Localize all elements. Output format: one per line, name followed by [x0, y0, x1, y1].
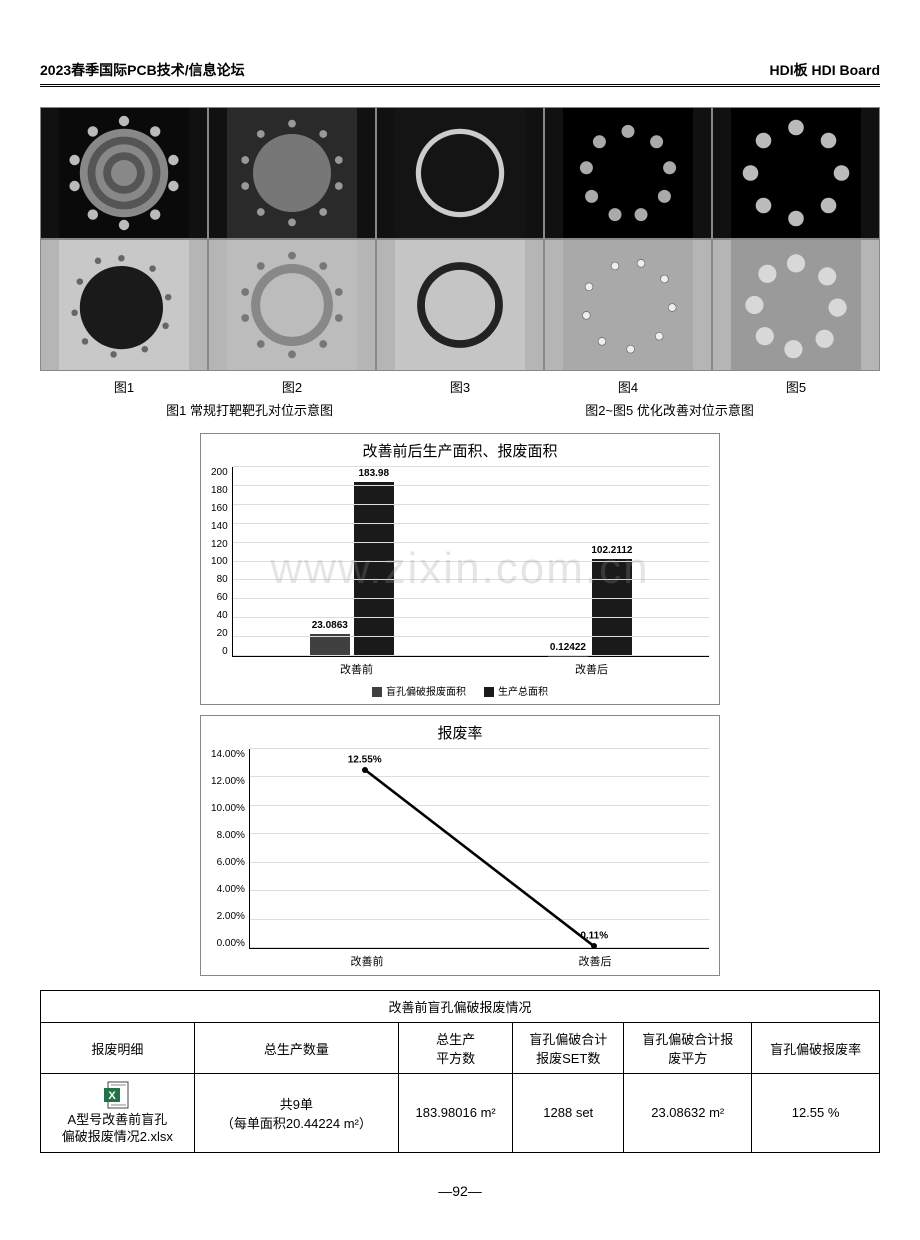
figure-5-top: [713, 108, 879, 238]
figure-captions: 图1 常规打靶靶孔对位示意图 图2~图5 优化改善对位示意图: [40, 400, 880, 419]
bar-chart-title: 改善前后生产面积、报废面积: [211, 440, 709, 461]
figure-grid: [40, 107, 880, 371]
table-caption: 改善前盲孔偏破报废情况: [41, 991, 880, 1023]
figure-label-3: 图3: [376, 377, 544, 396]
cell-scrap-set: 1288 set: [513, 1074, 624, 1153]
page-header: 2023春季国际PCB技术/信息论坛 HDI板 HDI Board: [40, 60, 880, 87]
line-plot-area: 12.55%0.11%: [249, 749, 709, 949]
excel-file-icon: X: [104, 1080, 130, 1110]
caption-left: 图1 常规打靶靶孔对位示意图: [166, 400, 333, 419]
cell-scrap-rate: 12.55 %: [752, 1074, 880, 1153]
figure-5-bottom: [713, 240, 879, 370]
cell-total-area: 183.98016 m²: [399, 1074, 513, 1153]
figure-1-bottom: [41, 240, 207, 370]
col-4: 盲孔偏破合计报 废平方: [624, 1023, 752, 1074]
figure-label-5: 图5: [712, 377, 880, 396]
bar-legend: 盲孔偏破报废面积 生产总面积: [211, 683, 709, 698]
figure-4-top: [545, 108, 711, 238]
table-header-row: 报废明细 总生产数量 总生产 平方数 盲孔偏破合计 报废SET数 盲孔偏破合计报…: [41, 1023, 880, 1074]
bar-chart: 改善前后生产面积、报废面积 20018016014012010080604020…: [200, 433, 720, 705]
line-cat-1: 改善后: [481, 949, 709, 969]
col-0: 报废明细: [41, 1023, 195, 1074]
figure-1-top: [41, 108, 207, 238]
cell-file: X A型号改善前盲孔 偏破报废情况2.xlsx: [41, 1074, 195, 1153]
legend-item-1: 生产总面积: [484, 683, 548, 698]
col-1: 总生产数量: [194, 1023, 398, 1074]
figure-3-bottom: [377, 240, 543, 370]
bar-cat-0: 改善前: [239, 657, 474, 677]
svg-text:X: X: [109, 1090, 117, 1102]
figure-2-bottom: [209, 240, 375, 370]
col-2: 总生产 平方数: [399, 1023, 513, 1074]
bar-y-axis: 200180160140120100806040200: [211, 467, 232, 657]
bar-plot-area: 23.0863183.980.12422102.2112: [232, 467, 709, 657]
legend-item-0: 盲孔偏破报废面积: [372, 683, 466, 698]
cell-scrap-area: 23.08632 m²: [624, 1074, 752, 1153]
col-5: 盲孔偏破报废率: [752, 1023, 880, 1074]
figure-2-top: [209, 108, 375, 238]
scrap-table: 改善前盲孔偏破报废情况 报废明细 总生产数量 总生产 平方数 盲孔偏破合计 报废…: [40, 990, 880, 1153]
header-right: HDI板 HDI Board: [770, 60, 880, 80]
col-3: 盲孔偏破合计 报废SET数: [513, 1023, 624, 1074]
figure-4-bottom: [545, 240, 711, 370]
cell-qty: 共9单 （每单面积20.44224 m²）: [194, 1074, 398, 1153]
figure-number-row: 图1 图2 图3 图4 图5: [40, 377, 880, 396]
figure-3-top: [377, 108, 543, 238]
bar-cat-1: 改善后: [474, 657, 709, 677]
header-left: 2023春季国际PCB技术/信息论坛: [40, 60, 245, 80]
caption-right: 图2~图5 优化改善对位示意图: [585, 400, 754, 419]
figure-label-2: 图2: [208, 377, 376, 396]
line-chart: 报废率 14.00%12.00%10.00%8.00%6.00%4.00%2.0…: [200, 715, 720, 976]
bar-x-labels: 改善前 改善后: [211, 657, 709, 677]
line-y-axis: 14.00%12.00%10.00%8.00%6.00%4.00%2.00%0.…: [211, 749, 249, 949]
figure-label-1: 图1: [40, 377, 208, 396]
figure-label-4: 图4: [544, 377, 712, 396]
table-row: X A型号改善前盲孔 偏破报废情况2.xlsx 共9单 （每单面积20.4422…: [41, 1074, 880, 1153]
line-cat-0: 改善前: [253, 949, 481, 969]
page-number: —92—: [40, 1183, 880, 1199]
line-x-labels: 改善前 改善后: [211, 949, 709, 969]
line-chart-title: 报废率: [211, 722, 709, 743]
